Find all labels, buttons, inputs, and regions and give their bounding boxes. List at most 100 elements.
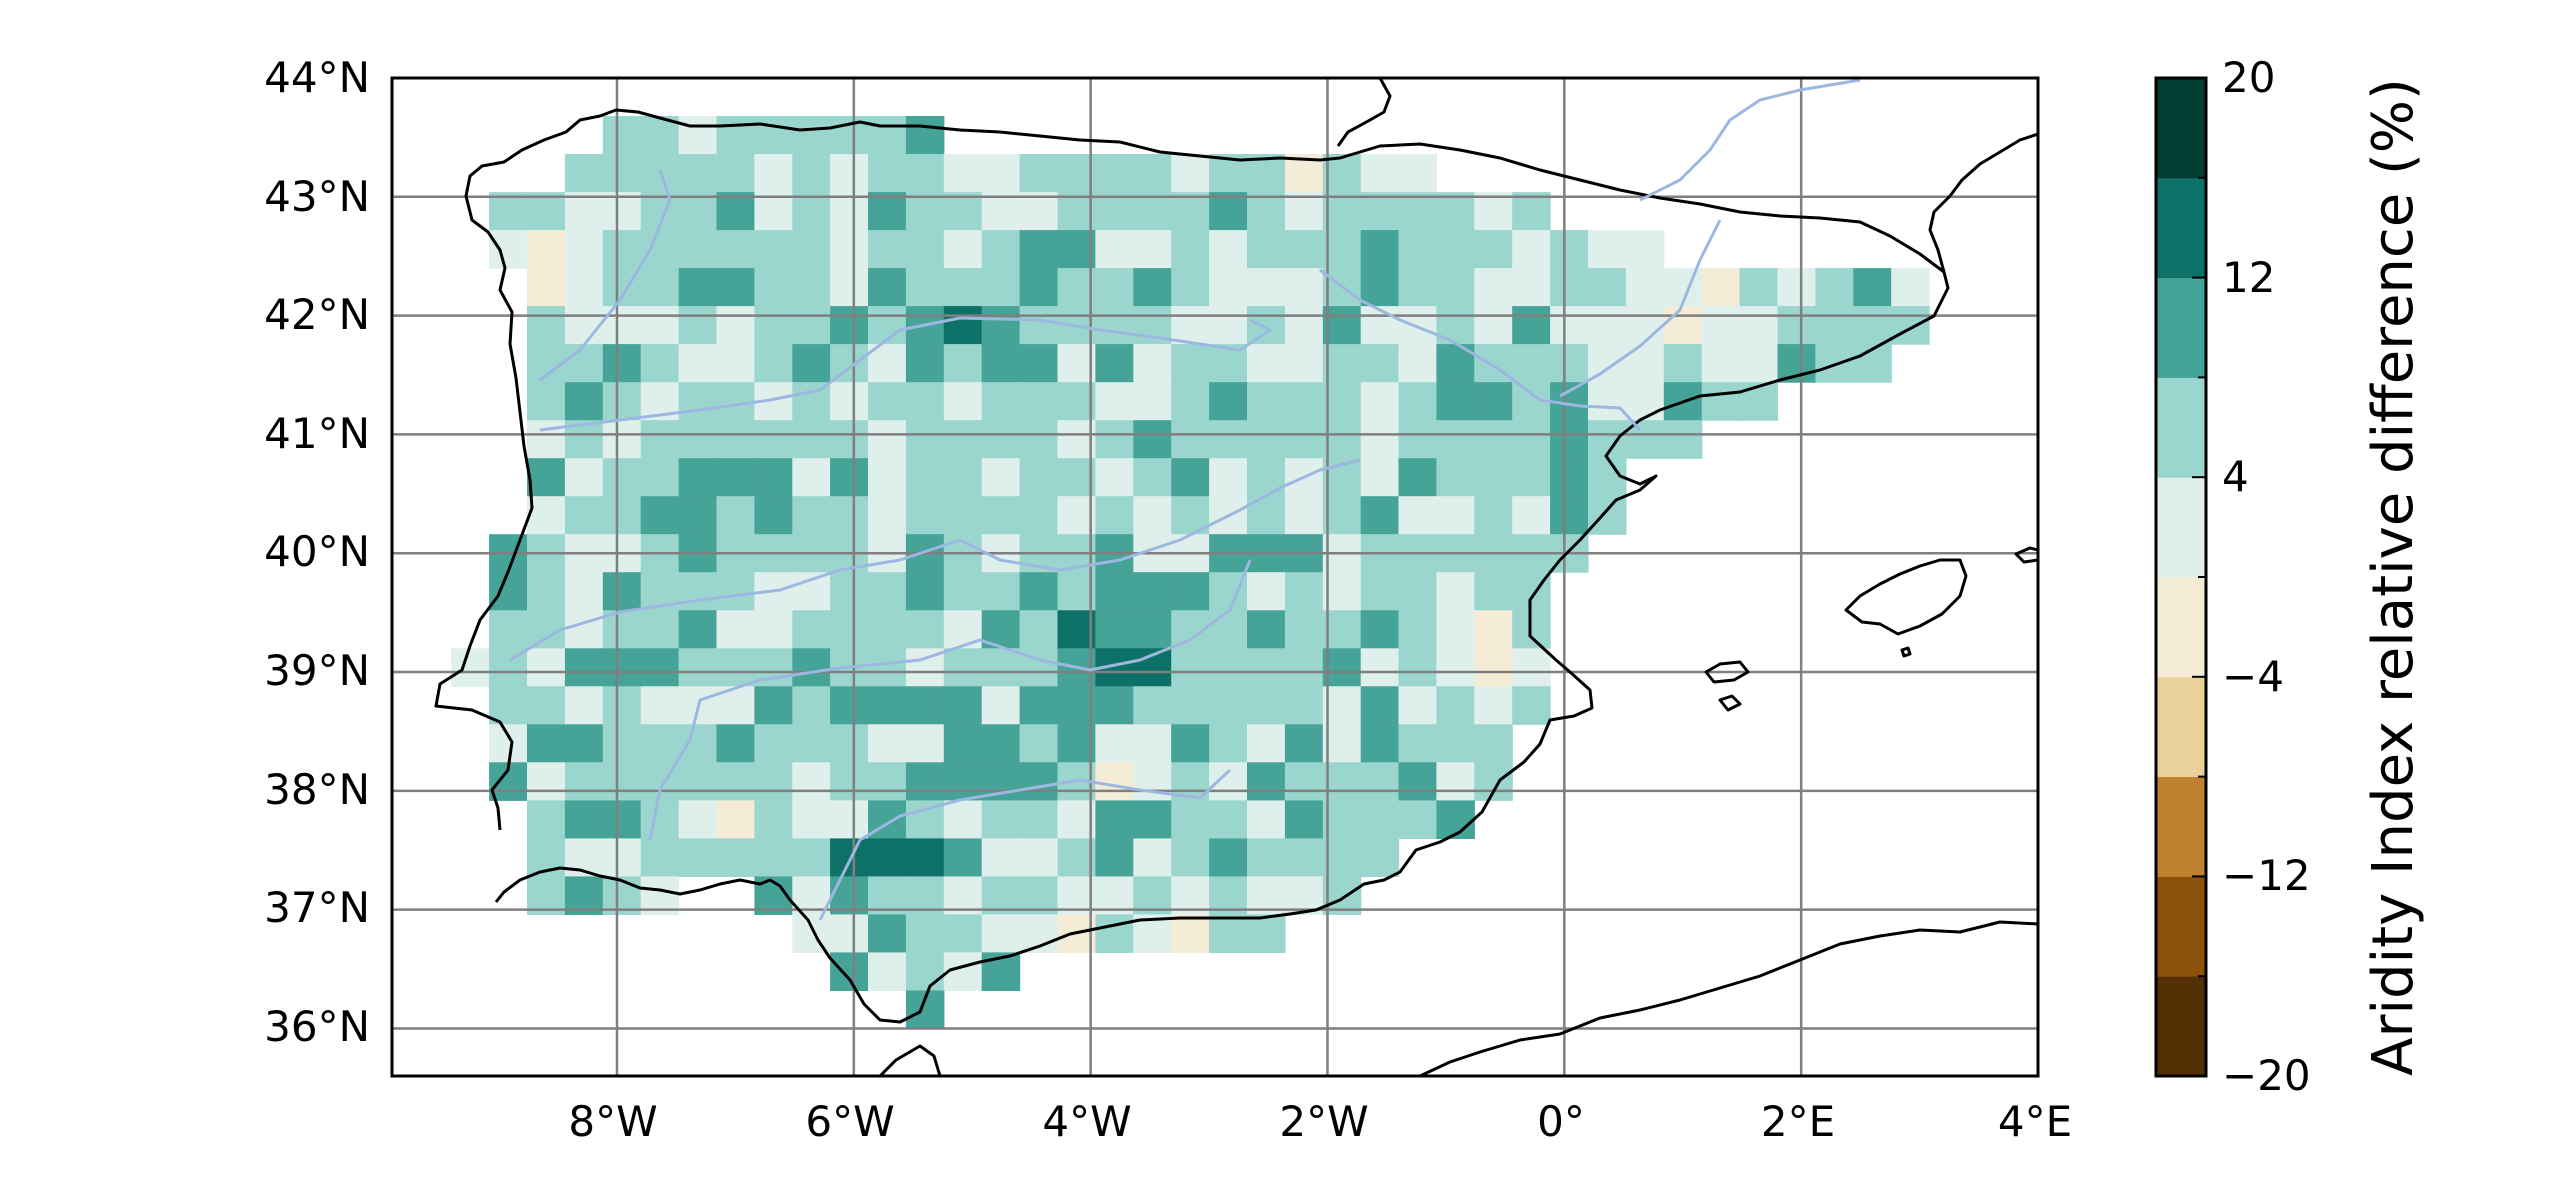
data-cell: [678, 762, 718, 801]
data-cell: [1322, 192, 1362, 231]
data-cell: [1360, 458, 1400, 497]
data-cell: [1209, 192, 1248, 231]
data-cell: [1701, 344, 1741, 383]
data-cell: [1247, 458, 1286, 497]
data-cell: [981, 914, 1021, 953]
data-cell: [1550, 420, 1589, 459]
data-cell: [564, 610, 604, 649]
data-cell: [1398, 610, 1437, 649]
map-frame: [390, 76, 2040, 1078]
data-cell: [1171, 458, 1210, 497]
data-cell: [905, 230, 945, 269]
data-cell: [943, 306, 983, 345]
data-cell: [1588, 230, 1627, 269]
data-cell: [1284, 610, 1324, 649]
data-cell: [1360, 192, 1400, 231]
data-cell: [1322, 762, 1362, 801]
river-guadiana: [648, 559, 1252, 841]
data-cell: [1209, 762, 1248, 801]
colorbar-segment: [2156, 477, 2206, 578]
data-cell: [868, 116, 907, 155]
data-cell: [943, 496, 983, 535]
data-cell: [1095, 762, 1134, 801]
data-cell: [792, 116, 831, 155]
data-cell: [1247, 344, 1286, 383]
data-cell: [1247, 800, 1286, 839]
data-cell: [1360, 610, 1400, 649]
lon-label-4w: 4°W: [1042, 1097, 1131, 1146]
data-cell: [1019, 306, 1059, 345]
data-cell: [1436, 762, 1475, 801]
data-cell: [1474, 306, 1513, 345]
data-cell: [792, 382, 831, 421]
data-cell: [1284, 192, 1324, 231]
data-cell: [1171, 838, 1210, 877]
data-cell: [1474, 724, 1513, 763]
data-cell: [943, 458, 983, 497]
data-cell: [527, 382, 566, 421]
lon-label-2w: 2°W: [1279, 1097, 1368, 1146]
lat-label-43: 43°N: [264, 172, 370, 221]
data-cell: [1133, 686, 1172, 725]
colorbar-segment: [2156, 776, 2206, 877]
lon-label-8w: 8°W: [568, 1097, 657, 1146]
france-coastline: [1336, 78, 1392, 147]
data-cell: [564, 230, 604, 269]
data-cell: [1095, 420, 1134, 459]
data-cell: [868, 914, 907, 953]
data-cell: [754, 724, 793, 763]
data-cell: [640, 306, 680, 345]
data-cell: [1550, 496, 1589, 535]
colorbar: 20 12 4 −4 −12 −20 Aridity Index relativ…: [2154, 53, 2426, 1100]
data-cell: [564, 572, 604, 611]
data-cell: [527, 458, 566, 497]
data-cell: [716, 610, 755, 649]
data-cell: [1625, 382, 1665, 421]
data-cell: [678, 154, 718, 193]
data-cell: [754, 344, 793, 383]
data-cell: [1171, 800, 1210, 839]
data-cell: [527, 192, 566, 231]
data-cell: [1588, 382, 1627, 421]
data-cell: [527, 420, 566, 459]
data-cell: [640, 610, 680, 649]
data-cell: [981, 192, 1021, 231]
data-cell: [1398, 724, 1437, 763]
data-cell: [905, 458, 945, 497]
data-cell: [1474, 230, 1513, 269]
data-cell: [527, 686, 566, 725]
data-cell: [830, 496, 869, 535]
data-cell: [943, 344, 983, 383]
data-cell: [1701, 306, 1741, 345]
data-cell: [1019, 572, 1059, 611]
data-cell: [1322, 344, 1362, 383]
data-cell: [1133, 496, 1172, 535]
colorbar-ticks: [2192, 77, 2206, 1077]
data-cell: [1171, 154, 1210, 193]
data-cell: [1095, 192, 1134, 231]
data-cell: [792, 762, 831, 801]
data-cell: [1625, 268, 1665, 307]
data-cell: [1284, 496, 1324, 535]
data-cell: [1663, 344, 1703, 383]
data-cell: [678, 838, 718, 877]
data-cell: [1512, 496, 1551, 535]
data-cell: [943, 382, 983, 421]
data-cell: [1322, 724, 1362, 763]
data-cell: [830, 610, 869, 649]
data-cell: [527, 572, 566, 611]
data-cell: [754, 838, 793, 877]
data-cell: [602, 154, 642, 193]
data-cell: [830, 762, 869, 801]
data-cell: [1398, 192, 1437, 231]
france-med-coastline: [1928, 132, 2038, 273]
data-cell: [640, 838, 680, 877]
data-cell: [830, 458, 869, 497]
data-cell: [868, 420, 907, 459]
data-cell: [716, 458, 755, 497]
data-cell: [830, 838, 869, 877]
data-cell: [1360, 306, 1400, 345]
data-cell: [1171, 344, 1210, 383]
data-cell: [1133, 382, 1172, 421]
map-panel: [390, 76, 2040, 1078]
